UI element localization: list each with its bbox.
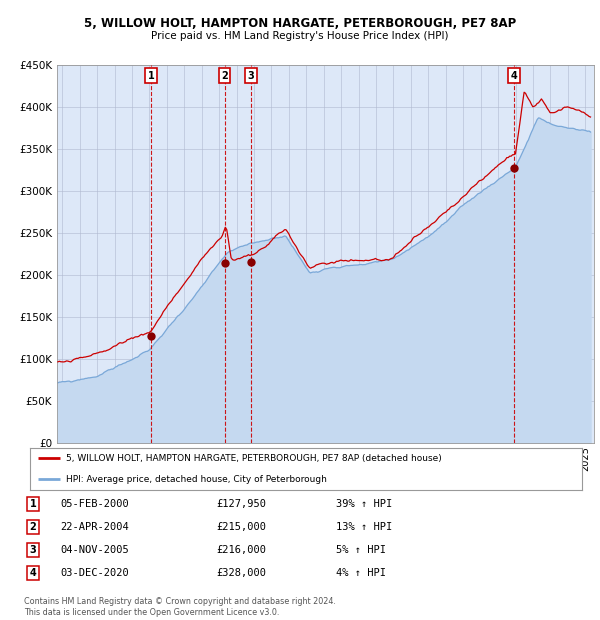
Text: 4: 4 xyxy=(511,71,518,81)
Text: 04-NOV-2005: 04-NOV-2005 xyxy=(60,545,129,555)
Text: 1: 1 xyxy=(148,71,154,81)
Text: 4: 4 xyxy=(29,568,37,578)
Text: 39% ↑ HPI: 39% ↑ HPI xyxy=(336,499,392,509)
Text: 5% ↑ HPI: 5% ↑ HPI xyxy=(336,545,386,555)
Text: £216,000: £216,000 xyxy=(216,545,266,555)
Text: £127,950: £127,950 xyxy=(216,499,266,509)
Text: 05-FEB-2000: 05-FEB-2000 xyxy=(60,499,129,509)
Text: £215,000: £215,000 xyxy=(216,522,266,532)
Text: £328,000: £328,000 xyxy=(216,568,266,578)
Text: 3: 3 xyxy=(29,545,37,555)
Text: HPI: Average price, detached house, City of Peterborough: HPI: Average price, detached house, City… xyxy=(66,475,327,484)
Text: 1: 1 xyxy=(29,499,37,509)
Text: 5, WILLOW HOLT, HAMPTON HARGATE, PETERBOROUGH, PE7 8AP (detached house): 5, WILLOW HOLT, HAMPTON HARGATE, PETERBO… xyxy=(66,454,442,463)
Text: 03-DEC-2020: 03-DEC-2020 xyxy=(60,568,129,578)
Text: Contains HM Land Registry data © Crown copyright and database right 2024.
This d: Contains HM Land Registry data © Crown c… xyxy=(24,598,336,617)
Text: Price paid vs. HM Land Registry's House Price Index (HPI): Price paid vs. HM Land Registry's House … xyxy=(151,31,449,41)
Text: 22-APR-2004: 22-APR-2004 xyxy=(60,522,129,532)
Text: 2: 2 xyxy=(221,71,228,81)
Text: 13% ↑ HPI: 13% ↑ HPI xyxy=(336,522,392,532)
Text: 2: 2 xyxy=(29,522,37,532)
Text: 5, WILLOW HOLT, HAMPTON HARGATE, PETERBOROUGH, PE7 8AP: 5, WILLOW HOLT, HAMPTON HARGATE, PETERBO… xyxy=(84,17,516,30)
Text: 3: 3 xyxy=(248,71,254,81)
Text: 4% ↑ HPI: 4% ↑ HPI xyxy=(336,568,386,578)
